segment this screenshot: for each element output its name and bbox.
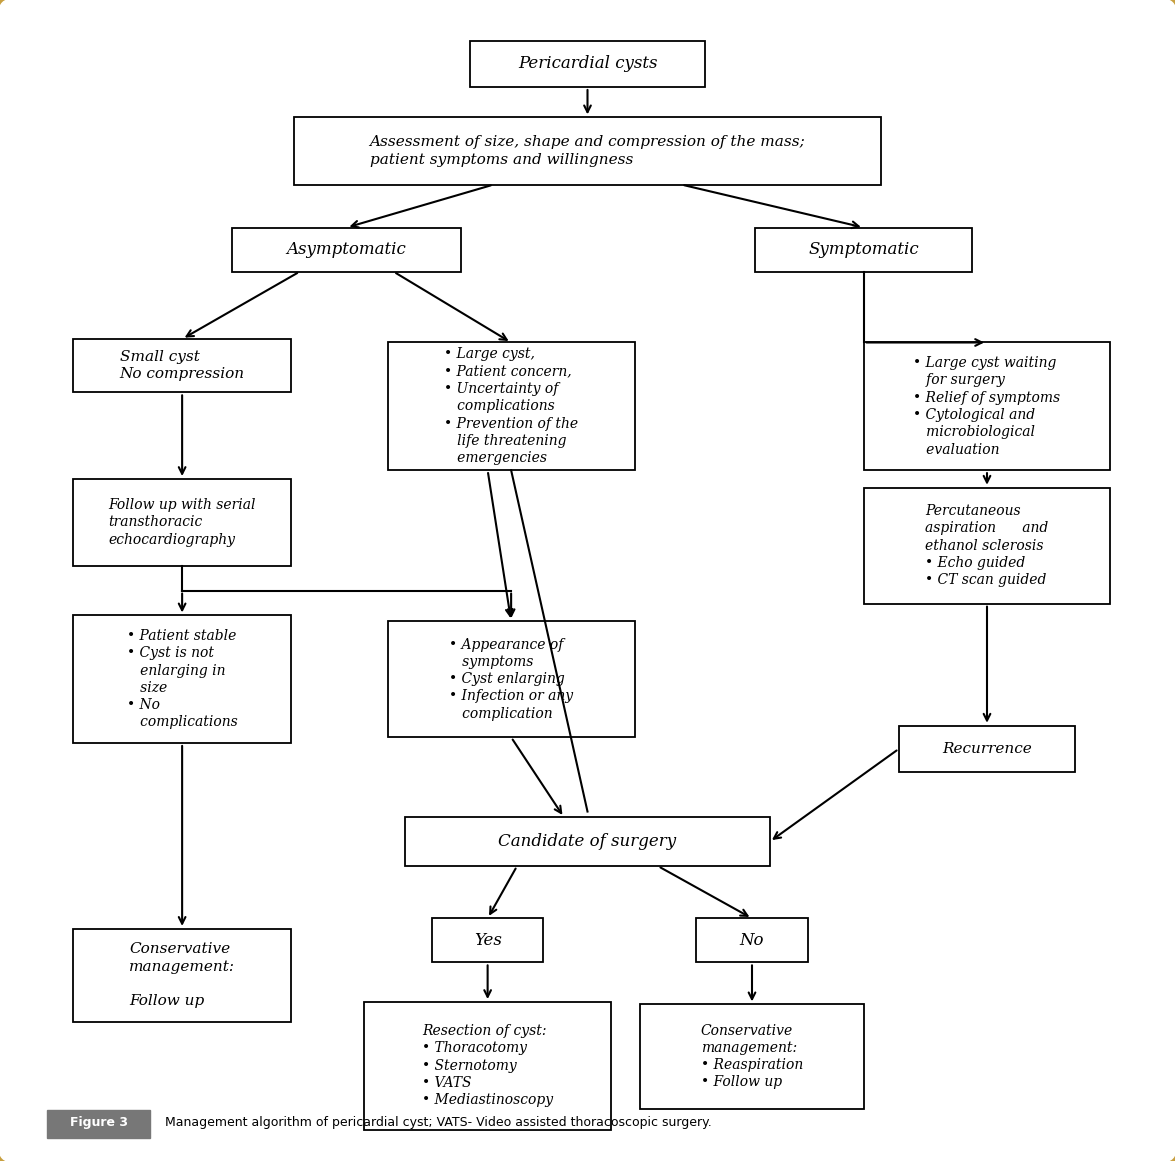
FancyBboxPatch shape xyxy=(231,228,461,272)
FancyBboxPatch shape xyxy=(754,228,972,272)
Text: Resection of cyst:
• Thoracotomy
• Sternotomy
• VATS
• Mediastinoscopy: Resection of cyst: • Thoracotomy • Stern… xyxy=(422,1024,553,1108)
Text: Assessment of size, shape and compression of the mass;
patient symptoms and will: Assessment of size, shape and compressio… xyxy=(370,136,805,166)
Text: Symptomatic: Symptomatic xyxy=(808,241,919,258)
Text: • Patient stable
• Cyst is not
   enlarging in
   size
• No
   complications: • Patient stable • Cyst is not enlarging… xyxy=(127,629,237,729)
FancyBboxPatch shape xyxy=(432,918,543,962)
FancyBboxPatch shape xyxy=(73,339,291,392)
Text: • Large cyst waiting
   for surgery
• Relief of symptoms
• Cytological and
   mi: • Large cyst waiting for surgery • Relie… xyxy=(913,356,1061,456)
FancyBboxPatch shape xyxy=(899,726,1075,772)
Text: Pericardial cysts: Pericardial cysts xyxy=(518,56,657,72)
Text: Asymptomatic: Asymptomatic xyxy=(287,241,407,258)
FancyBboxPatch shape xyxy=(405,817,770,866)
FancyBboxPatch shape xyxy=(640,1004,864,1109)
FancyBboxPatch shape xyxy=(73,929,291,1022)
Text: Yes: Yes xyxy=(474,932,502,949)
FancyBboxPatch shape xyxy=(388,621,634,737)
FancyBboxPatch shape xyxy=(470,41,705,87)
FancyBboxPatch shape xyxy=(47,1110,150,1138)
Text: • Large cyst,
• Patient concern,
• Uncertainty of
   complications
• Prevention : • Large cyst, • Patient concern, • Uncer… xyxy=(444,347,578,466)
Text: Candidate of surgery: Candidate of surgery xyxy=(498,834,677,850)
FancyBboxPatch shape xyxy=(73,478,291,565)
Text: Small cyst
No compression: Small cyst No compression xyxy=(120,351,244,381)
Text: • Appearance of
   symptoms
• Cyst enlarging
• Infection or any
   complication: • Appearance of symptoms • Cyst enlargin… xyxy=(449,637,573,721)
Text: Management algorithm of pericardial cyst; VATS- Video assisted thoracoscopic sur: Management algorithm of pericardial cyst… xyxy=(165,1116,711,1130)
Text: Percutaneous
aspiration      and
ethanol sclerosis
• Echo guided
• CT scan guide: Percutaneous aspiration and ethanol scle… xyxy=(926,504,1048,587)
FancyBboxPatch shape xyxy=(696,918,808,962)
Text: Figure 3: Figure 3 xyxy=(69,1116,128,1130)
Text: Conservative
management:
• Reaspiration
• Follow up: Conservative management: • Reaspiration … xyxy=(700,1024,804,1089)
Text: No: No xyxy=(740,932,764,949)
FancyBboxPatch shape xyxy=(294,117,881,185)
FancyBboxPatch shape xyxy=(73,615,291,743)
FancyBboxPatch shape xyxy=(364,1002,611,1130)
Text: Follow up with serial
transthoracic
echocardiography: Follow up with serial transthoracic echo… xyxy=(108,498,256,547)
FancyBboxPatch shape xyxy=(388,342,634,470)
Text: Conservative
management:

Follow up: Conservative management: Follow up xyxy=(129,943,235,1008)
FancyBboxPatch shape xyxy=(864,488,1110,604)
Text: Recurrence: Recurrence xyxy=(942,742,1032,756)
FancyBboxPatch shape xyxy=(864,342,1110,470)
